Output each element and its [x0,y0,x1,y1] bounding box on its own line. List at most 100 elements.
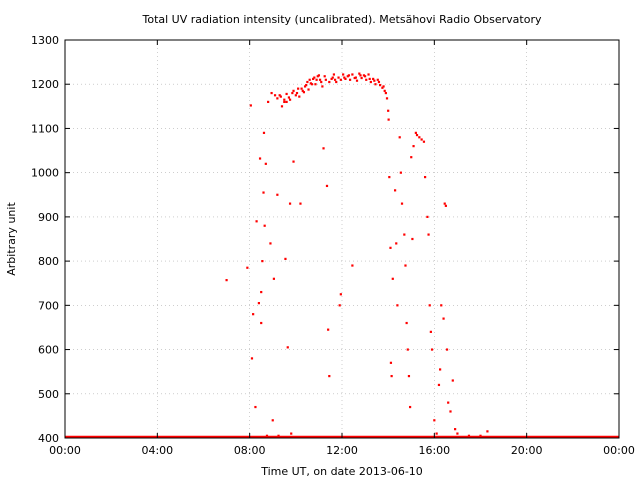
data-point [344,77,347,81]
data-point [255,220,258,223]
data-point [300,87,303,90]
data-point [387,118,390,121]
data-point [415,133,419,137]
data-point [260,290,263,294]
data-point [283,100,286,104]
data-point [440,304,443,307]
data-point [486,430,489,433]
data-point [262,191,265,194]
chart-title: Total UV radiation intensity (uncalibrat… [142,13,542,26]
data-point [351,73,354,76]
data-point [302,91,306,94]
data-point [342,73,345,76]
data-point [407,374,411,378]
data-point [355,79,359,82]
data-point [454,428,457,431]
data-point [320,80,323,84]
data-point [249,104,252,107]
data-point [447,401,450,404]
data-point [420,138,423,141]
data-point [381,86,384,89]
data-point [427,233,430,236]
y-tick-label: 1000 [31,167,59,180]
data-point [313,76,316,79]
data-point [323,75,326,78]
y-axis-label: Arbitrary unit [5,202,18,276]
data-point [400,202,404,205]
data-point [330,77,333,81]
x-tick-label: 00:00 [49,444,81,457]
data-point [408,405,412,409]
data-point [393,189,397,192]
data-point [284,257,287,260]
data-point [314,83,317,86]
data-point [325,184,329,188]
data-point [399,171,402,174]
data-point [271,419,274,422]
data-point [418,136,421,139]
data-point [328,374,331,378]
data-points [225,72,489,437]
data-point [384,91,387,95]
data-point [387,109,390,112]
data-point [404,264,407,267]
x-tick-label: 20:00 [511,444,543,457]
data-point [389,361,393,364]
data-point [297,87,300,90]
tick-labels: 00:00 04:00 08:00 12:00 16:00 20:00 00:0040050… [31,34,635,457]
data-point [288,98,292,101]
data-point [290,432,293,435]
x-tick-label: 12:00 [326,444,358,457]
data-point [369,80,372,84]
data-point [390,374,393,378]
data-point [318,78,322,81]
data-point [343,76,346,79]
data-point [294,94,297,97]
axis-ticks [64,39,620,439]
data-point [378,84,382,87]
data-point [283,98,286,101]
data-point [267,100,270,104]
data-point [272,277,276,280]
data-point [307,88,310,91]
data-point [373,79,376,82]
data-point [335,80,338,84]
data-point [368,77,371,81]
data-point [410,156,413,159]
data-point [285,92,288,96]
data-point [388,175,391,179]
data-point [276,97,279,100]
data-point [252,313,255,316]
data-point [291,91,294,95]
data-point [426,215,429,218]
data-point [424,175,427,179]
y-tick-label: 1300 [31,34,59,47]
data-point [322,147,325,150]
data-point [456,432,459,435]
data-point [354,76,357,79]
data-point [309,82,312,85]
data-point [260,321,263,325]
data-point [338,304,341,307]
data-point [339,78,342,81]
data-point [430,348,434,351]
y-tick-label: 700 [38,299,59,312]
data-point [327,328,330,331]
data-point [445,348,449,351]
y-tick-label: 900 [38,211,59,224]
data-point [398,136,401,139]
data-point [337,76,340,79]
data-point [316,75,319,78]
data-point [411,237,414,241]
data-point [301,89,304,92]
data-point [333,78,337,81]
data-point [405,321,408,325]
data-point [358,72,361,75]
plot-frame [64,39,620,439]
data-point [363,75,367,78]
data-point [287,96,291,99]
data-point [258,157,262,160]
data-point [396,304,399,307]
data-point [433,419,436,422]
data-point [382,85,385,88]
